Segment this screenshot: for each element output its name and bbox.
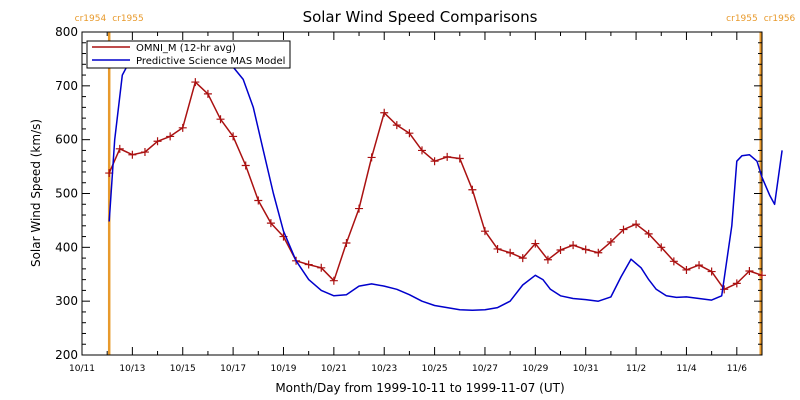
data-point-omni bbox=[493, 244, 502, 253]
data-point-omni bbox=[216, 115, 225, 124]
data-point-omni bbox=[355, 204, 364, 213]
data-point-omni bbox=[329, 276, 338, 285]
data-point-omni bbox=[531, 239, 540, 248]
carrington-label-right: cr1956 bbox=[764, 14, 796, 24]
data-point-omni bbox=[594, 248, 603, 257]
y-tick-label: 400 bbox=[55, 240, 78, 254]
x-tick-label: 10/21 bbox=[321, 364, 347, 374]
data-point-omni bbox=[480, 227, 489, 236]
x-tick-label: 10/19 bbox=[271, 364, 297, 374]
y-tick-label: 700 bbox=[55, 79, 78, 93]
carrington-label-left: cr1954 bbox=[75, 14, 107, 24]
x-tick-label: 10/27 bbox=[472, 364, 498, 374]
data-point-omni bbox=[418, 146, 426, 155]
legend-label-omni: OMNI_M (12-hr avg) bbox=[136, 43, 236, 54]
data-point-omni bbox=[430, 157, 439, 166]
data-point-omni bbox=[191, 78, 200, 87]
y-tick-label: 600 bbox=[55, 133, 78, 147]
data-point-omni bbox=[443, 152, 452, 161]
data-point-omni bbox=[367, 153, 376, 162]
data-point-omni bbox=[506, 248, 515, 257]
data-point-omni bbox=[657, 243, 666, 252]
data-point-omni bbox=[178, 123, 187, 132]
data-point-omni bbox=[241, 161, 250, 170]
data-point-omni bbox=[203, 89, 212, 98]
data-point-omni bbox=[468, 185, 477, 194]
x-tick-label: 10/23 bbox=[371, 364, 397, 374]
data-point-omni bbox=[128, 150, 137, 159]
data-point-omni bbox=[304, 260, 313, 269]
x-axis: 10/11 10/13 10/15 10/17 10/19 10/21 10/23 10/25… bbox=[69, 32, 763, 374]
data-point-omni bbox=[342, 239, 351, 248]
data-point-omni bbox=[581, 245, 590, 254]
data-point-omni bbox=[669, 257, 678, 266]
data-point-omni bbox=[229, 132, 238, 141]
data-point-omni bbox=[455, 154, 464, 163]
data-point-omni bbox=[153, 137, 162, 146]
data-point-omni bbox=[392, 121, 401, 130]
x-tick-label: 11/6 bbox=[727, 364, 747, 374]
data-point-omni bbox=[606, 237, 615, 246]
data-point-omni bbox=[695, 261, 704, 270]
data-point-omni bbox=[619, 225, 628, 234]
y-tick-label: 200 bbox=[55, 348, 78, 362]
carrington-label-right: cr1955 bbox=[112, 14, 144, 24]
legend-box bbox=[86, 40, 291, 69]
series-layer bbox=[105, 52, 783, 312]
data-point-omni bbox=[720, 285, 729, 294]
data-point-omni bbox=[543, 255, 552, 264]
data-point-omni bbox=[682, 265, 691, 274]
data-point-omni bbox=[518, 254, 527, 263]
x-tick-label: 10/15 bbox=[170, 364, 196, 374]
data-point-omni bbox=[380, 108, 389, 117]
legend: OMNI_M (12-hr avg) Predictive Science MA… bbox=[86, 40, 291, 69]
x-axis-label: Month/Day from 1999-10-11 to 1999-11-07 … bbox=[275, 381, 564, 395]
data-point-omni bbox=[745, 267, 754, 276]
data-point-omni bbox=[266, 219, 275, 228]
data-point-omni bbox=[140, 148, 149, 157]
x-tick-label: 10/13 bbox=[119, 364, 145, 374]
data-point-omni bbox=[707, 267, 716, 276]
data-point-omni bbox=[166, 132, 175, 141]
x-tick-label: 11/4 bbox=[676, 364, 696, 374]
data-point-omni bbox=[644, 229, 653, 238]
data-point-omni bbox=[732, 279, 741, 288]
y-axis-label: Solar Wind Speed (km/s) bbox=[29, 119, 43, 267]
data-point-omni bbox=[254, 196, 263, 205]
x-tick-label: 11/2 bbox=[626, 364, 646, 374]
carrington-label-left: cr1955 bbox=[726, 14, 758, 24]
x-tick-label: 10/29 bbox=[522, 364, 548, 374]
y-tick-label: 300 bbox=[55, 294, 78, 308]
data-point-omni bbox=[758, 271, 766, 280]
chart-title: Solar Wind Speed Comparisons bbox=[303, 8, 538, 26]
y-tick-label: 500 bbox=[55, 187, 78, 201]
data-point-omni bbox=[556, 246, 565, 255]
x-tick-label: 10/11 bbox=[69, 364, 95, 374]
x-tick-label: 10/17 bbox=[220, 364, 246, 374]
data-point-omni bbox=[405, 129, 414, 138]
data-point-omni bbox=[632, 220, 641, 229]
data-point-omni bbox=[569, 241, 578, 250]
data-point-omni bbox=[317, 263, 326, 272]
y-tick-label: 800 bbox=[55, 25, 78, 39]
legend-label-mas: Predictive Science MAS Model bbox=[136, 56, 285, 67]
y-axis: 200 300 400 500 600 700 800 bbox=[55, 25, 762, 362]
data-point-omni bbox=[115, 144, 124, 153]
x-tick-label: 10/31 bbox=[573, 364, 599, 374]
x-tick-label: 10/25 bbox=[422, 364, 448, 374]
